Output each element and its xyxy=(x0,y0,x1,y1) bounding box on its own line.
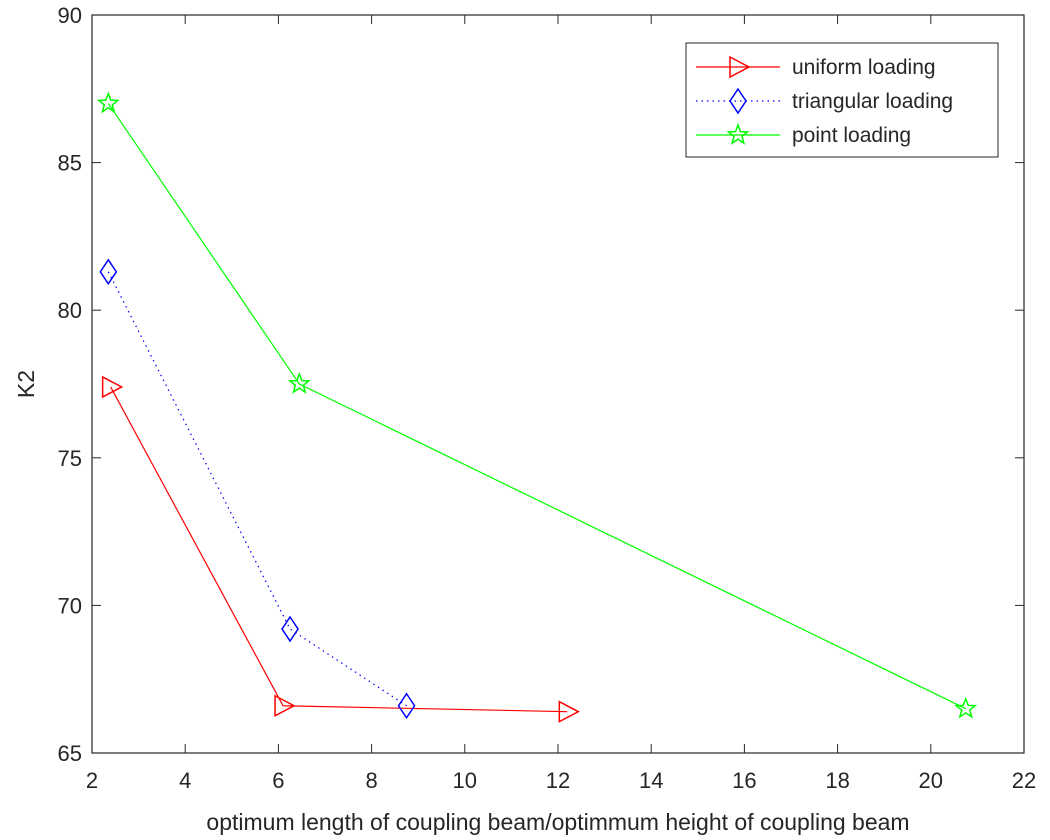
y-tick-label: 75 xyxy=(58,446,82,471)
legend-label: point loading xyxy=(792,124,911,147)
x-tick-label: 14 xyxy=(639,768,663,793)
series-uniform-loading xyxy=(101,375,580,723)
y-tick-label: 70 xyxy=(58,593,82,618)
y-tick-label: 90 xyxy=(58,3,82,28)
legend: uniform loading triangular loading point l… xyxy=(685,42,999,158)
series-line xyxy=(110,386,568,713)
x-tick-label: 22 xyxy=(1012,768,1036,793)
legend-marker xyxy=(726,122,750,145)
x-tick-label: 10 xyxy=(453,768,477,793)
y-tick-label: 85 xyxy=(58,151,82,176)
x-tick-label: 16 xyxy=(732,768,756,793)
data-point-marker xyxy=(954,696,978,719)
legend-marker xyxy=(729,87,747,115)
y-tick-label: 80 xyxy=(58,298,82,323)
legend-entry: point loading xyxy=(696,122,911,147)
data-point-marker xyxy=(558,700,580,723)
series-point-loading xyxy=(96,91,978,719)
x-tick-label: 20 xyxy=(919,768,943,793)
x-tick-label: 12 xyxy=(546,768,570,793)
legend-label: triangular loading xyxy=(792,90,953,113)
x-tick-label: 6 xyxy=(272,768,284,793)
legend-marker xyxy=(729,55,751,79)
data-point-marker xyxy=(96,91,120,114)
series-layer xyxy=(96,91,978,723)
data-point-marker xyxy=(101,375,124,399)
data-point-marker xyxy=(281,615,299,643)
x-tick-label: 2 xyxy=(86,768,98,793)
data-point-marker xyxy=(287,371,311,394)
series-line xyxy=(107,103,967,710)
x-axis-ticks: 2 4 6 8 10 12 14 16 18 20 22 xyxy=(86,15,1036,793)
x-tick-label: 18 xyxy=(825,768,849,793)
y-tick-label: 65 xyxy=(58,741,82,766)
y-axis-ticks: 65 70 75 80 85 90 xyxy=(58,3,1024,766)
y-axis-label: K2 xyxy=(13,370,39,398)
series-triangular-loading xyxy=(99,258,416,720)
data-point-marker xyxy=(274,694,296,718)
legend-entry: triangular loading xyxy=(696,87,953,115)
x-tick-label: 4 xyxy=(179,768,191,793)
legend-entry: uniform loading xyxy=(696,55,936,79)
legend-label: uniform loading xyxy=(792,56,936,79)
x-axis-label: optimum length of coupling beam/optimmum… xyxy=(206,809,909,835)
data-point-marker xyxy=(99,258,118,286)
x-tick-label: 8 xyxy=(365,768,377,793)
data-point-marker xyxy=(397,692,416,720)
